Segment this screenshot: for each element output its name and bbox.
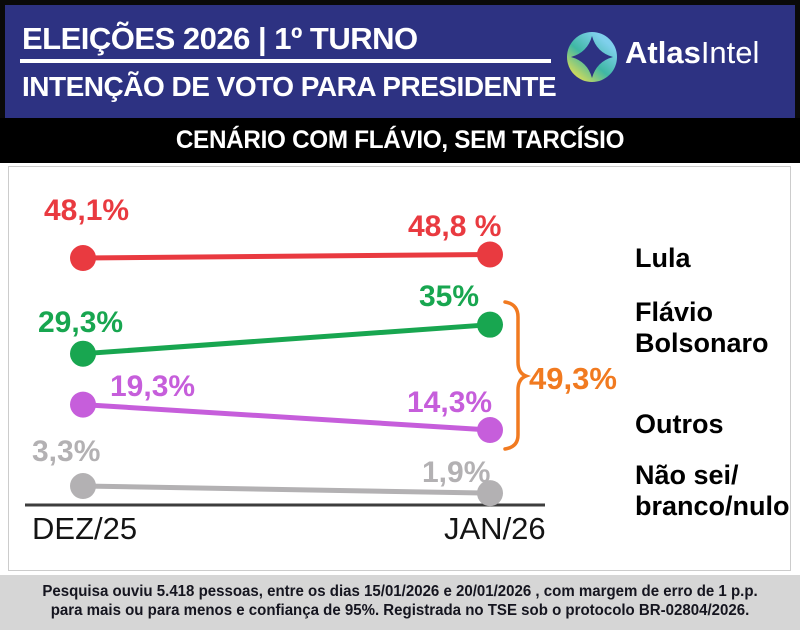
chart-panel bbox=[8, 166, 791, 571]
scenario-label: CENÁRIO COM FLÁVIO, SEM TARCÍSIO bbox=[175, 126, 625, 154]
title-underline bbox=[20, 59, 551, 63]
footer-line-2: para mais ou para menos e confiança de 9… bbox=[50, 602, 750, 619]
footer: Pesquisa ouviu 5.418 pessoas, entre os d… bbox=[0, 575, 800, 630]
brand-name-bold: Atlas bbox=[625, 35, 701, 70]
page-subtitle: INTENÇÃO DE VOTO PARA PRESIDENTE bbox=[22, 71, 557, 102]
scenario-banner: CENÁRIO COM FLÁVIO, SEM TARCÍSIO bbox=[0, 118, 800, 163]
page-title: ELEIÇÕES 2026 | 1º TURNO bbox=[22, 21, 418, 56]
compass-star-icon bbox=[571, 36, 613, 78]
brand-name-light: Intel bbox=[700, 35, 760, 70]
atlasintel-logo-icon bbox=[567, 32, 617, 82]
brand-name: AtlasIntel bbox=[625, 36, 759, 70]
footer-line-1: Pesquisa ouviu 5.418 pessoas, entre os d… bbox=[42, 583, 758, 600]
